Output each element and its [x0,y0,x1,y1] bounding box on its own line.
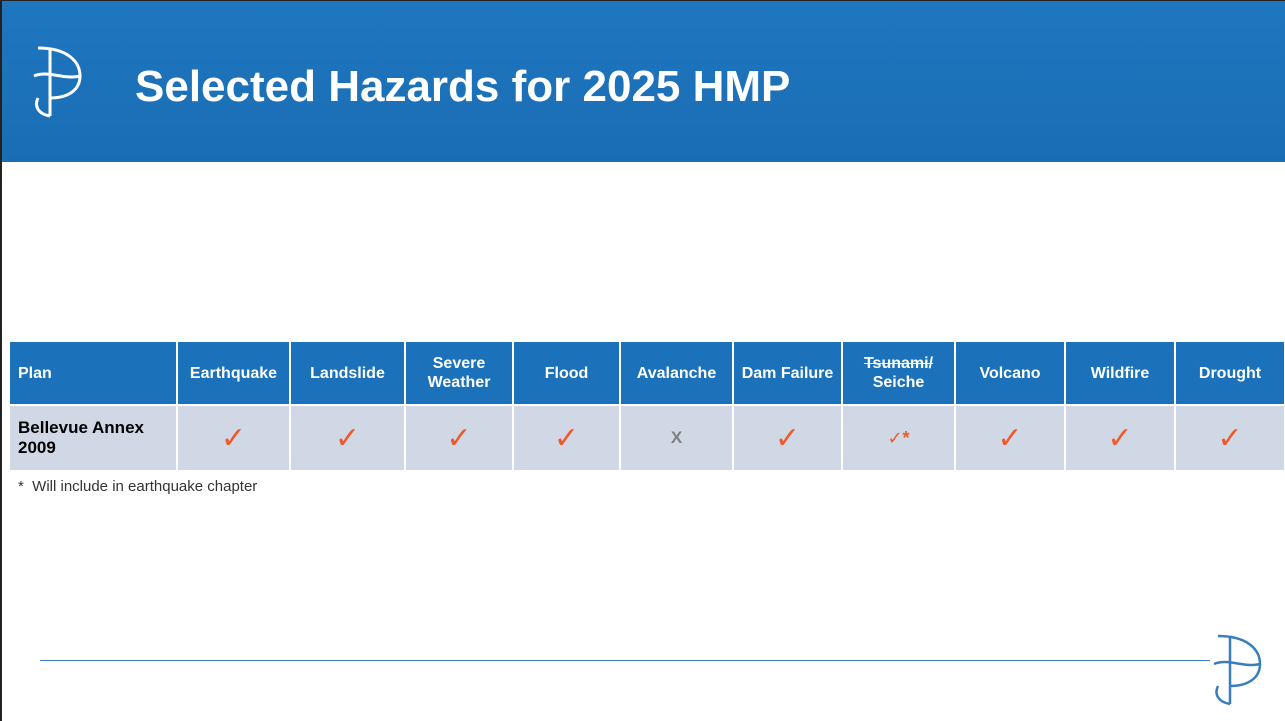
hazard-cell: ✓ [177,404,291,470]
hazard-cell: ✓ [1065,404,1176,470]
hazard-cell: ✓ [405,404,514,470]
column-header: Avalanche [620,342,734,405]
column-header: Earthquake [177,342,291,405]
column-header: Wildfire [1065,342,1176,405]
column-header: Flood [513,342,621,405]
column-header: Landslide [290,342,406,405]
logo [33,46,82,118]
column-header: Dam Failure [733,342,843,405]
header-row: Plan Earthquake Landslide Severe Weather Flo… [10,342,1285,405]
footnote: * Will include in earthquake chapter [18,478,258,495]
column-header: Tsunami/Seiche [842,342,956,405]
hazard-cell: ✓ [290,404,406,470]
column-header: Severe Weather [405,342,514,405]
hazard-cell: ✓ [955,404,1066,470]
header-text: Seiche [872,374,925,391]
hazard-cell: ✓ [733,404,843,470]
hazard-cell: ✓ [513,404,621,470]
logo [1213,634,1262,706]
hazard-cell: ✓* [842,404,956,470]
plan-name: Bellevue Annex 2009 [10,404,178,470]
column-header: Drought [1175,342,1285,405]
title-band [2,1,1285,162]
column-header: Plan [10,342,178,405]
table-row: Bellevue Annex 2009 ✓ ✓ ✓ ✓ X ✓ ✓* ✓ ✓ ✓ [10,404,1285,470]
hazard-cell: ✓ [1175,404,1285,470]
divider [40,660,1210,661]
column-header: Volcano [955,342,1066,405]
hazard-table: Plan Earthquake Landslide Severe Weather Flo… [10,342,1285,470]
title: Selected Hazards for 2025 HMP [135,62,791,111]
struck-text: Tsunami/ [863,355,934,372]
hazard-cell: X [620,404,734,470]
